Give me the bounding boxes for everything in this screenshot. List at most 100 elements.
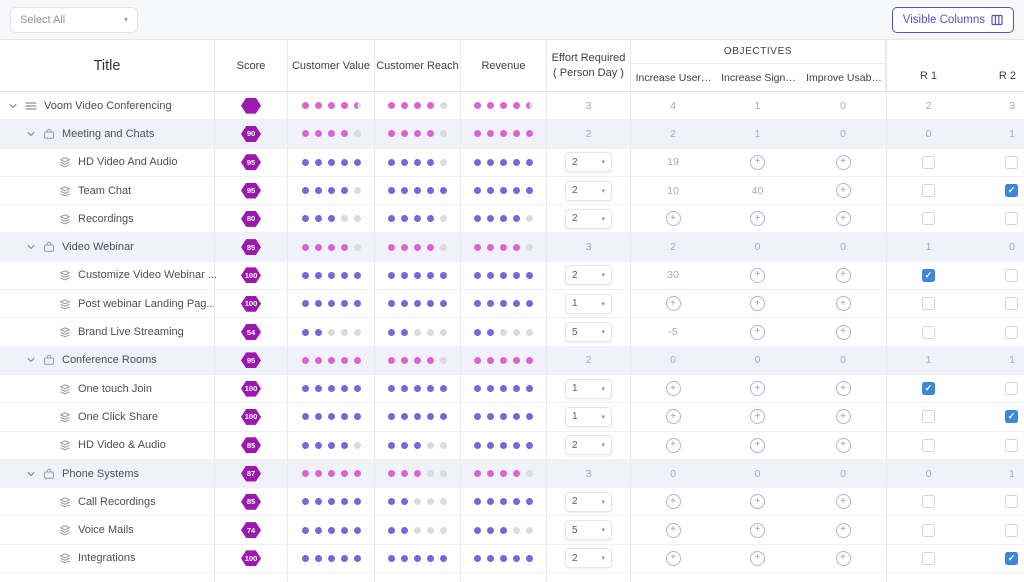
row-title[interactable]: Phone Systems (62, 467, 140, 480)
effort-dropdown[interactable]: 5 ▾ (565, 322, 612, 343)
rating-dots[interactable] (385, 385, 450, 393)
r1-checkbox[interactable] (922, 212, 935, 226)
column-header-r2[interactable]: R 2 (998, 70, 1016, 82)
chevron-down-icon[interactable] (26, 129, 36, 139)
add-value-icon[interactable]: + (665, 211, 681, 227)
table-row[interactable]: Conference Rooms 95 2 0 0 0 1 1 (0, 346, 1024, 375)
rating-dots[interactable] (299, 470, 364, 477)
table-row[interactable]: Call Recordings 85 2 ▾ + + + (0, 488, 1024, 517)
r1-checkbox[interactable] (922, 438, 935, 452)
table-row[interactable]: Team Chat 95 2 ▾ 10 40 + ✓ (0, 176, 1024, 206)
rating-dots[interactable] (299, 130, 364, 138)
r2-checkbox[interactable] (1005, 325, 1018, 339)
rating-dots[interactable] (385, 187, 450, 195)
rating-dots[interactable] (471, 215, 536, 223)
add-value-icon[interactable]: + (750, 324, 765, 340)
rating-dots[interactable] (471, 554, 536, 562)
rating-dots[interactable] (299, 356, 364, 364)
effort-dropdown[interactable]: 2 ▾ (565, 265, 612, 286)
table-row[interactable]: Recordings 80 2 ▾ + + + (0, 205, 1024, 234)
table-row[interactable]: Voice Mails 74 5 ▾ + + + (0, 516, 1024, 545)
table-row[interactable]: Brand Live Streaming 54 5 ▾ -5 + + (0, 318, 1024, 347)
rating-dots[interactable] (385, 102, 450, 110)
row-title[interactable]: Integrations (78, 552, 136, 565)
table-row[interactable]: Integrations 100 2 ▾ + + + ✓ (0, 544, 1024, 574)
r2-checkbox[interactable] (1005, 155, 1018, 169)
add-value-icon[interactable]: + (665, 494, 681, 510)
rating-dots[interactable] (299, 498, 364, 506)
r1-checkbox[interactable] (922, 184, 935, 198)
add-value-icon[interactable]: + (665, 437, 681, 453)
rating-dots[interactable] (299, 385, 364, 393)
add-value-icon[interactable]: + (835, 522, 851, 538)
r1-checkbox[interactable] (922, 551, 935, 565)
effort-dropdown[interactable]: 2 ▾ (565, 435, 612, 456)
row-title[interactable]: Conference Rooms (62, 354, 157, 367)
add-value-icon[interactable]: + (665, 296, 681, 312)
table-row[interactable]: HD Video And Audio 95 2 ▾ 19 + + (0, 148, 1024, 177)
add-value-icon[interactable]: + (750, 211, 765, 227)
chevron-down-icon[interactable] (26, 355, 36, 365)
r2-checkbox[interactable] (1005, 438, 1018, 452)
add-value-icon[interactable]: + (835, 296, 851, 312)
rating-dots[interactable] (385, 441, 450, 449)
r1-checkbox[interactable]: ✓ (922, 268, 935, 282)
effort-dropdown[interactable]: 1 ▾ (565, 406, 612, 427)
effort-dropdown[interactable]: 2 ▾ (565, 180, 612, 201)
effort-dropdown[interactable]: 2 ▾ (565, 152, 612, 173)
column-header-effort[interactable]: Effort Required ( Person Day ) (546, 40, 630, 91)
rating-dots[interactable] (471, 130, 536, 138)
rating-dots[interactable] (299, 413, 364, 421)
r1-checkbox[interactable] (922, 297, 935, 311)
row-title[interactable]: Meeting and Chats (62, 127, 155, 140)
rating-dots[interactable] (385, 554, 450, 562)
table-row[interactable]: Video Webinar 85 3 2 0 0 1 0 (0, 233, 1024, 262)
chevron-down-icon[interactable] (8, 101, 18, 111)
add-value-icon[interactable]: + (750, 409, 765, 425)
row-title[interactable]: Brand Live Streaming (78, 326, 184, 339)
table-row[interactable]: HD Video & Audio 85 2 ▾ + + + (0, 431, 1024, 460)
add-value-icon[interactable]: + (835, 324, 851, 340)
rating-dots[interactable] (299, 526, 364, 534)
rating-dots[interactable] (385, 470, 450, 477)
add-value-icon[interactable]: + (835, 267, 851, 283)
table-row[interactable]: Phone Systems 87 3 0 0 0 0 1 (0, 459, 1024, 489)
rating-dots[interactable] (385, 328, 450, 336)
add-value-icon[interactable]: + (750, 522, 765, 538)
table-row[interactable]: Customize Video Webinar ... 100 2 ▾ 30 + + ✓ (0, 261, 1024, 291)
rating-dots[interactable] (471, 498, 536, 506)
rating-dots[interactable] (299, 300, 364, 308)
column-header-customer-value[interactable]: Customer Value (287, 40, 374, 91)
r1-checkbox[interactable] (922, 410, 935, 424)
r1-checkbox[interactable] (922, 523, 935, 537)
add-value-icon[interactable]: + (750, 550, 765, 566)
add-value-icon[interactable]: + (835, 381, 851, 397)
rating-dots[interactable] (385, 243, 450, 251)
add-value-icon[interactable]: + (665, 409, 681, 425)
rating-dots[interactable] (385, 526, 450, 534)
rating-dots[interactable] (471, 526, 536, 534)
rating-dots[interactable] (299, 441, 364, 449)
add-value-icon[interactable]: + (665, 550, 681, 566)
row-title[interactable]: HD Video And Audio (78, 156, 178, 169)
r1-checkbox[interactable]: ✓ (922, 382, 935, 396)
table-row[interactable]: Meeting and Chats 90 2 2 1 0 0 1 (0, 120, 1024, 149)
rating-dots[interactable] (299, 158, 364, 166)
column-header-r1[interactable]: R 1 (886, 40, 970, 91)
row-title[interactable]: Call Recordings (78, 495, 156, 508)
add-value-icon[interactable]: + (665, 381, 681, 397)
add-value-icon[interactable]: + (835, 494, 851, 510)
effort-dropdown[interactable]: 2 ▾ (565, 548, 612, 569)
add-value-icon[interactable]: + (750, 381, 765, 397)
rating-dots[interactable] (385, 130, 450, 138)
rating-dots[interactable] (299, 271, 364, 279)
r2-checkbox[interactable]: ✓ (1005, 410, 1018, 424)
rating-dots[interactable] (471, 470, 536, 477)
column-header-objective-1[interactable]: Increase User… (635, 71, 712, 84)
row-title[interactable]: One Click Share (78, 410, 159, 423)
rating-dots[interactable] (299, 102, 364, 110)
rating-dots[interactable] (385, 300, 450, 308)
visible-columns-button[interactable]: Visible Columns (891, 6, 1014, 33)
select-all-dropdown[interactable]: Select All ▾ (10, 6, 138, 33)
rating-dots[interactable] (385, 271, 450, 279)
